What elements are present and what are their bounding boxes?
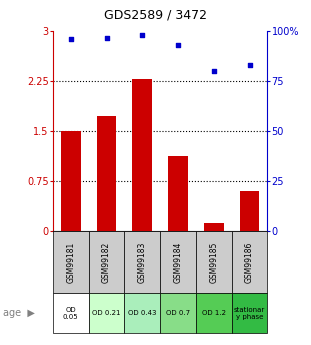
Text: GSM99183: GSM99183 xyxy=(138,241,147,283)
Text: GSM99184: GSM99184 xyxy=(174,241,183,283)
Text: OD 1.2: OD 1.2 xyxy=(202,310,226,316)
Text: OD 0.43: OD 0.43 xyxy=(128,310,156,316)
Text: OD 0.21: OD 0.21 xyxy=(92,310,121,316)
Text: GSM99182: GSM99182 xyxy=(102,241,111,283)
Bar xyxy=(97,116,116,231)
Text: stationar
y phase: stationar y phase xyxy=(234,307,265,319)
Text: age  ▶: age ▶ xyxy=(3,308,35,318)
Text: OD 0.7: OD 0.7 xyxy=(166,310,190,316)
Bar xyxy=(132,79,152,231)
Point xyxy=(68,36,73,42)
Text: GDS2589 / 3472: GDS2589 / 3472 xyxy=(104,9,207,22)
Point xyxy=(247,62,252,68)
Point xyxy=(104,35,109,41)
Text: GSM99185: GSM99185 xyxy=(209,241,218,283)
Bar xyxy=(240,191,259,231)
Point xyxy=(175,42,180,48)
Text: GSM99186: GSM99186 xyxy=(245,241,254,283)
Point xyxy=(211,68,216,74)
Text: OD
0.05: OD 0.05 xyxy=(63,307,79,319)
Bar xyxy=(168,156,188,231)
Point xyxy=(140,32,145,38)
Bar xyxy=(61,131,81,231)
Bar xyxy=(204,223,224,231)
Text: GSM99181: GSM99181 xyxy=(66,241,75,283)
